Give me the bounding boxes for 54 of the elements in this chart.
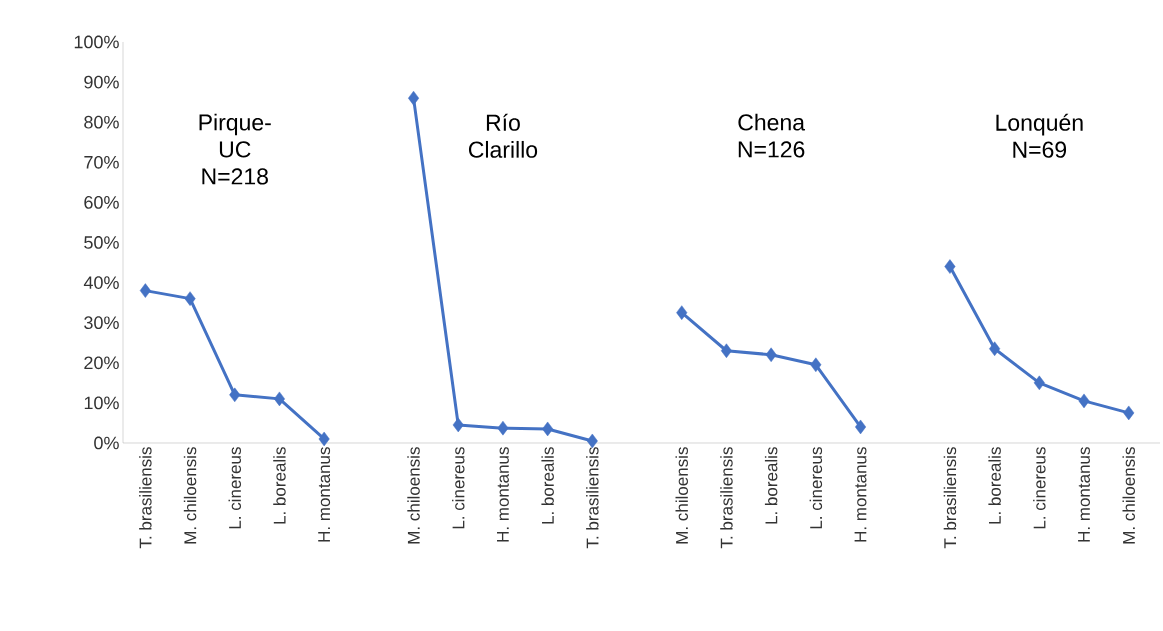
y-tick-label: 100% [74,35,119,49]
point [318,431,330,447]
y-tick-label: 50% [84,236,119,249]
x-tick-label: H. montanus [1078,447,1090,542]
y-tick-label: 80% [84,115,119,129]
x-tick-label: L. cinereus [809,447,823,529]
point [720,343,732,359]
x-tick-label: T. brasiliensis [720,447,733,549]
x-tick-label: L. cinereus [1033,447,1046,529]
x-tick-label: L. borealis [541,447,554,524]
x-tick-label: T. brasiliensis [139,447,152,549]
x-tick-label: M. chiloensis [407,447,420,544]
point [1123,405,1135,421]
point [452,417,464,433]
y-tick-label: 0% [94,436,119,450]
point [497,420,509,436]
x-tick-label: L. cinereus [452,447,465,529]
point [1033,375,1045,391]
y-tick-label: 20% [84,356,119,370]
point [273,391,285,407]
annotation: Chena N=126 [738,113,806,158]
point [229,387,241,403]
y-tick-label: 90% [84,75,119,89]
point [542,421,554,437]
x-tick-label: H. montanus [854,447,867,542]
point [676,305,688,320]
point [810,357,822,373]
x-tick-label: H. montanus [497,447,509,542]
x-tick-label: M. chiloensis [675,447,688,544]
x-tick-label: M. chiloensis [183,447,197,544]
annotation: Río Clarillo [468,113,538,158]
x-tick-label: T. brasiliensis [943,447,957,549]
x-tick-label: H. montanus [318,447,331,542]
annotation: Pirque-UC N=218 [199,113,271,185]
point [765,347,777,363]
point [855,419,867,435]
y-tick-label: 10% [84,396,119,410]
x-tick-label: T. brasiliensis [586,447,599,549]
point [408,90,420,106]
x-tick-label: M. chiloensis [1122,447,1135,544]
point [184,291,196,306]
x-tick-label: L. cinereus [228,447,241,529]
x-tick-label: L. borealis [273,447,286,524]
point [1078,393,1090,409]
y-tick-label: 60% [84,196,119,209]
y-tick-label: 70% [84,155,119,169]
point [989,341,1001,356]
y-tick-label: 30% [84,316,119,330]
point [139,283,151,298]
y-tick-label: 40% [83,276,119,289]
annotation: Lonquén N=69 [996,113,1083,158]
point [944,259,956,274]
x-tick-label: L. borealis [988,447,1001,524]
x-tick-label: L. borealis [764,447,778,524]
